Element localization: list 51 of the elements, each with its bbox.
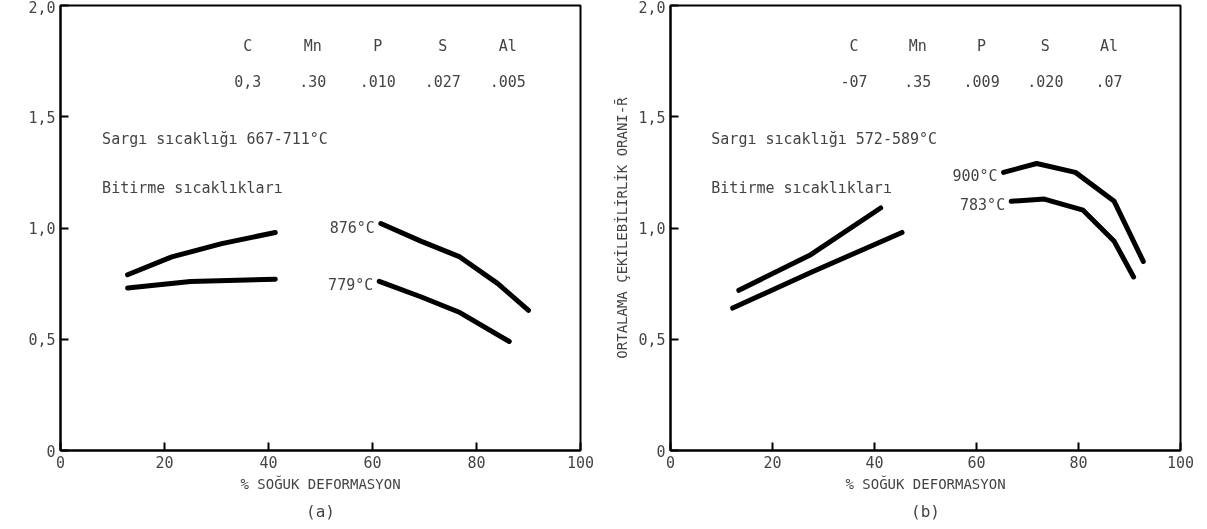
annotation: Al: [498, 36, 517, 55]
x-tick-label: 20: [155, 453, 174, 472]
y-tick-label: 1,0: [638, 220, 666, 238]
annotation: .35: [904, 73, 932, 92]
annotation: .30: [299, 73, 327, 92]
x-tick-label: 20: [763, 453, 782, 472]
annotation: 0,3: [234, 73, 262, 92]
annotation: Mn: [908, 36, 927, 55]
annotation: S: [438, 36, 448, 55]
text: (a): [306, 501, 335, 521]
y-tick-label: 1,0: [28, 220, 56, 238]
annotation: -07: [840, 73, 868, 92]
annotation: Sargı sıcaklığı 572-589°C: [711, 130, 938, 148]
annotation: .020: [1027, 73, 1064, 92]
annotation: C: [849, 36, 859, 55]
annotation: Bitirme sıcaklıkları: [102, 178, 283, 197]
annotation: Sargı sıcaklığı 667-711°C: [102, 130, 328, 148]
annotation: .027: [424, 73, 461, 92]
y-tick-label: 2,0: [28, 0, 56, 17]
annotation: S: [1040, 36, 1050, 55]
y-tick-label: 0,5: [638, 331, 666, 350]
annotation: Al: [1100, 36, 1119, 55]
x-tick-label: 100: [1166, 453, 1195, 472]
x-tick-label: 60: [967, 453, 986, 472]
text: (b): [911, 501, 940, 521]
annotation: P: [977, 36, 987, 55]
annotation: Mn: [303, 36, 322, 55]
series-label: 876°C: [329, 218, 375, 237]
series-label: 783°C: [960, 196, 1006, 215]
x-tick-label: 40: [259, 453, 278, 472]
x-tick-label: 80: [467, 453, 486, 472]
annotation: .005: [489, 73, 526, 92]
annotation: .010: [359, 73, 396, 92]
series-label: 900°C: [952, 167, 998, 186]
y-tick-label: 1,5: [28, 108, 56, 127]
annotation: C: [243, 36, 253, 55]
x-tick-label: 40: [865, 453, 884, 472]
annotation: .07: [1095, 73, 1123, 92]
y-tick-label: 1,5: [638, 108, 666, 127]
x-tick-label: 80: [1069, 453, 1088, 472]
x-tick-label: 100: [566, 453, 595, 472]
x-axis-title: % SOĞUK DEFORMASYON: [845, 474, 1006, 492]
series-label: 779°C: [328, 276, 374, 295]
y-axis-title: ORTALAMA ÇEKİLEBİLİRLİK ORANI-R̄: [613, 96, 631, 359]
y-tick-label: 2,0: [638, 0, 666, 17]
annotation: .009: [963, 73, 1000, 92]
y-tick-label: 0,5: [28, 331, 56, 350]
annotation: P: [373, 36, 383, 55]
x-tick-label: 60: [363, 453, 382, 472]
annotation: Bitirme sıcaklıkları: [711, 178, 892, 197]
x-axis-title: % SOĞUK DEFORMASYON: [240, 474, 401, 492]
